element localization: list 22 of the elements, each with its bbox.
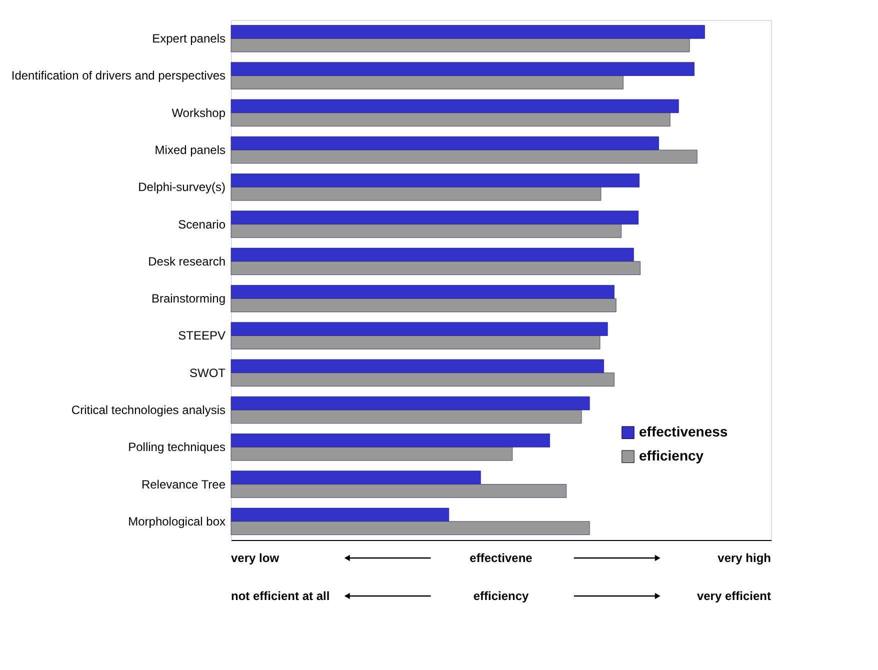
- text: not efficient at all: [231, 589, 330, 603]
- y-tick-label: Polling techniques: [128, 440, 226, 454]
- y-tick-label: Expert panels: [152, 32, 226, 46]
- y-tick-label: Workshop: [172, 106, 226, 120]
- y-tick-label: Desk research: [148, 254, 226, 268]
- y-tick-label: Brainstorming: [151, 292, 226, 306]
- text: very efficient: [696, 589, 771, 603]
- text: efficiency: [473, 589, 530, 603]
- y-tick-label: Relevance Tree: [141, 477, 226, 492]
- y-tick-label: Delphi-survey(s): [138, 180, 226, 194]
- y-tick-label: Morphological box: [128, 514, 226, 528]
- y-tick-label: STEEPV: [178, 328, 226, 343]
- y-tick-label: Critical technologies analysis: [71, 403, 226, 417]
- y-tick-label: Identification of drivers and perspectives: [11, 68, 226, 83]
- text: effectivene: [470, 551, 533, 565]
- y-tick-label: Scenario: [178, 217, 226, 232]
- text: very high: [718, 551, 771, 565]
- y-tick-label: Mixed panels: [154, 143, 226, 157]
- y-tick-label: SWOT: [190, 366, 226, 380]
- text: very low: [231, 551, 280, 565]
- legend-label: efficiency: [639, 448, 704, 464]
- legend-label: effectiveness: [639, 424, 728, 440]
